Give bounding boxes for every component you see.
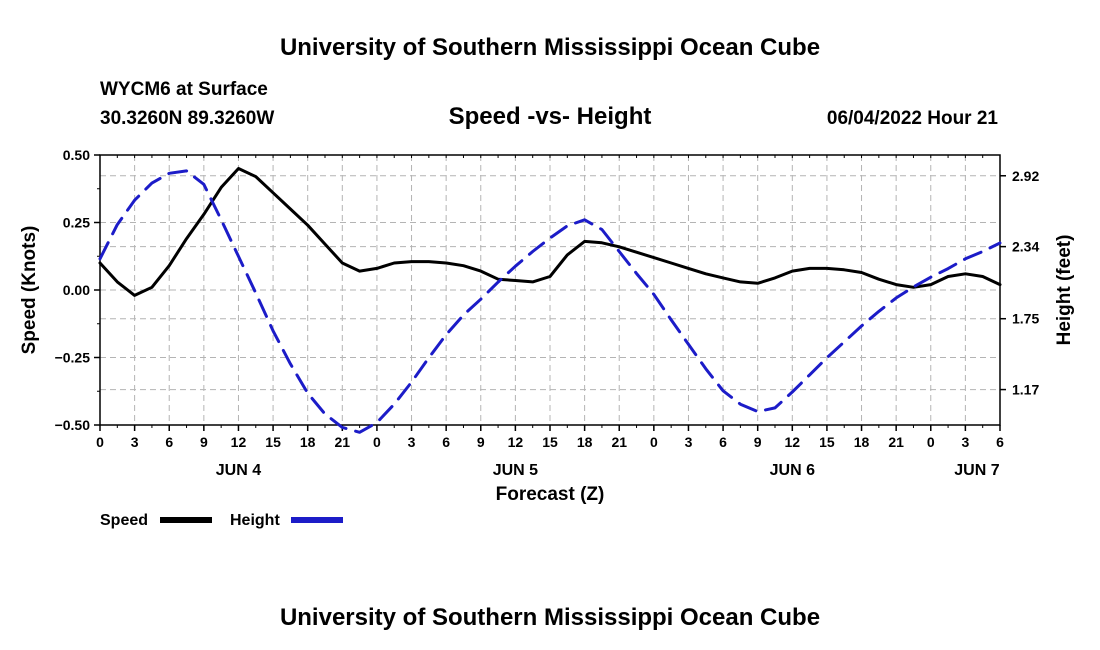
legend: Speed Height	[100, 512, 343, 529]
y2-tick-label: 2.34	[1012, 239, 1039, 255]
x-tick-label: 21	[335, 434, 351, 450]
legend-height-label: Height	[230, 512, 280, 529]
y2-tick-label: 1.75	[1012, 311, 1039, 327]
x-tick-label: 3	[685, 434, 693, 450]
x-tick-label: 21	[611, 434, 627, 450]
x-tick-label: 6	[165, 434, 173, 450]
x-tick-label: 18	[300, 434, 316, 450]
x-tick-label: 15	[265, 434, 281, 450]
x-tick-label: 12	[231, 434, 247, 450]
legend-speed-label: Speed	[100, 512, 148, 529]
height-series-line	[98, 169, 1002, 434]
axis-ticks: 0 3 6 9 12 15 18 21 0 3 6 9 12 15 18 21 0 3 6 9 12 15 18 21 0 3 6 J…	[55, 147, 1040, 479]
x-tick-label: 3	[408, 434, 416, 450]
x-tick-label: 3	[961, 434, 969, 450]
chart-title: Speed -vs- Height	[449, 103, 652, 130]
x-tick-label: 3	[131, 434, 139, 450]
x-tick-label: 18	[854, 434, 870, 450]
x-tick-label: 0	[373, 434, 381, 450]
y2-tick-label: 1.17	[1012, 382, 1039, 398]
x-tick-label: 9	[754, 434, 762, 450]
y-tick-label: 0.25	[63, 215, 90, 231]
x-tick-label: 12	[508, 434, 524, 450]
y2-axis-label: Height (feet)	[1054, 235, 1075, 346]
speed-series-line	[98, 167, 1002, 297]
x-tick-label: 18	[577, 434, 593, 450]
y-tick-label: 0.00	[63, 282, 90, 298]
x-tick-label: 21	[888, 434, 904, 450]
x-tick-label: 15	[542, 434, 558, 450]
x-tick-label: 6	[442, 434, 450, 450]
x-tick-label: 0	[96, 434, 104, 450]
datetime-label: 06/04/2022 Hour 21	[827, 108, 999, 129]
page-title: University of Southern Mississippi Ocean…	[280, 34, 820, 61]
x-tick-label: 6	[719, 434, 727, 450]
gridlines	[100, 155, 1000, 425]
series-lines	[98, 167, 1002, 434]
y-tick-label: 0.50	[63, 147, 90, 163]
day-label: JUN 6	[770, 462, 815, 479]
y-axis-label: Speed (Knots)	[19, 226, 40, 355]
x-tick-label: 0	[650, 434, 658, 450]
footer-title: University of Southern Mississippi Ocean…	[280, 604, 820, 631]
station-label: WYCM6 at Surface	[100, 79, 268, 100]
x-tick-label: 9	[477, 434, 485, 450]
x-tick-label: 6	[996, 434, 1004, 450]
coordinates-label: 30.3260N 89.3260W	[100, 108, 274, 129]
x-tick-label: 15	[819, 434, 835, 450]
day-label: JUN 5	[493, 462, 538, 479]
day-label: JUN 7	[954, 462, 999, 479]
x-tick-label: 9	[200, 434, 208, 450]
y-tick-label: −0.50	[55, 417, 91, 433]
x-tick-label: 12	[785, 434, 801, 450]
x-axis-label: Forecast (Z)	[496, 484, 605, 505]
y2-tick-label: 2.92	[1012, 168, 1039, 184]
x-tick-label: 0	[927, 434, 935, 450]
day-label: JUN 4	[216, 462, 261, 479]
y-tick-label: −0.25	[55, 350, 91, 366]
